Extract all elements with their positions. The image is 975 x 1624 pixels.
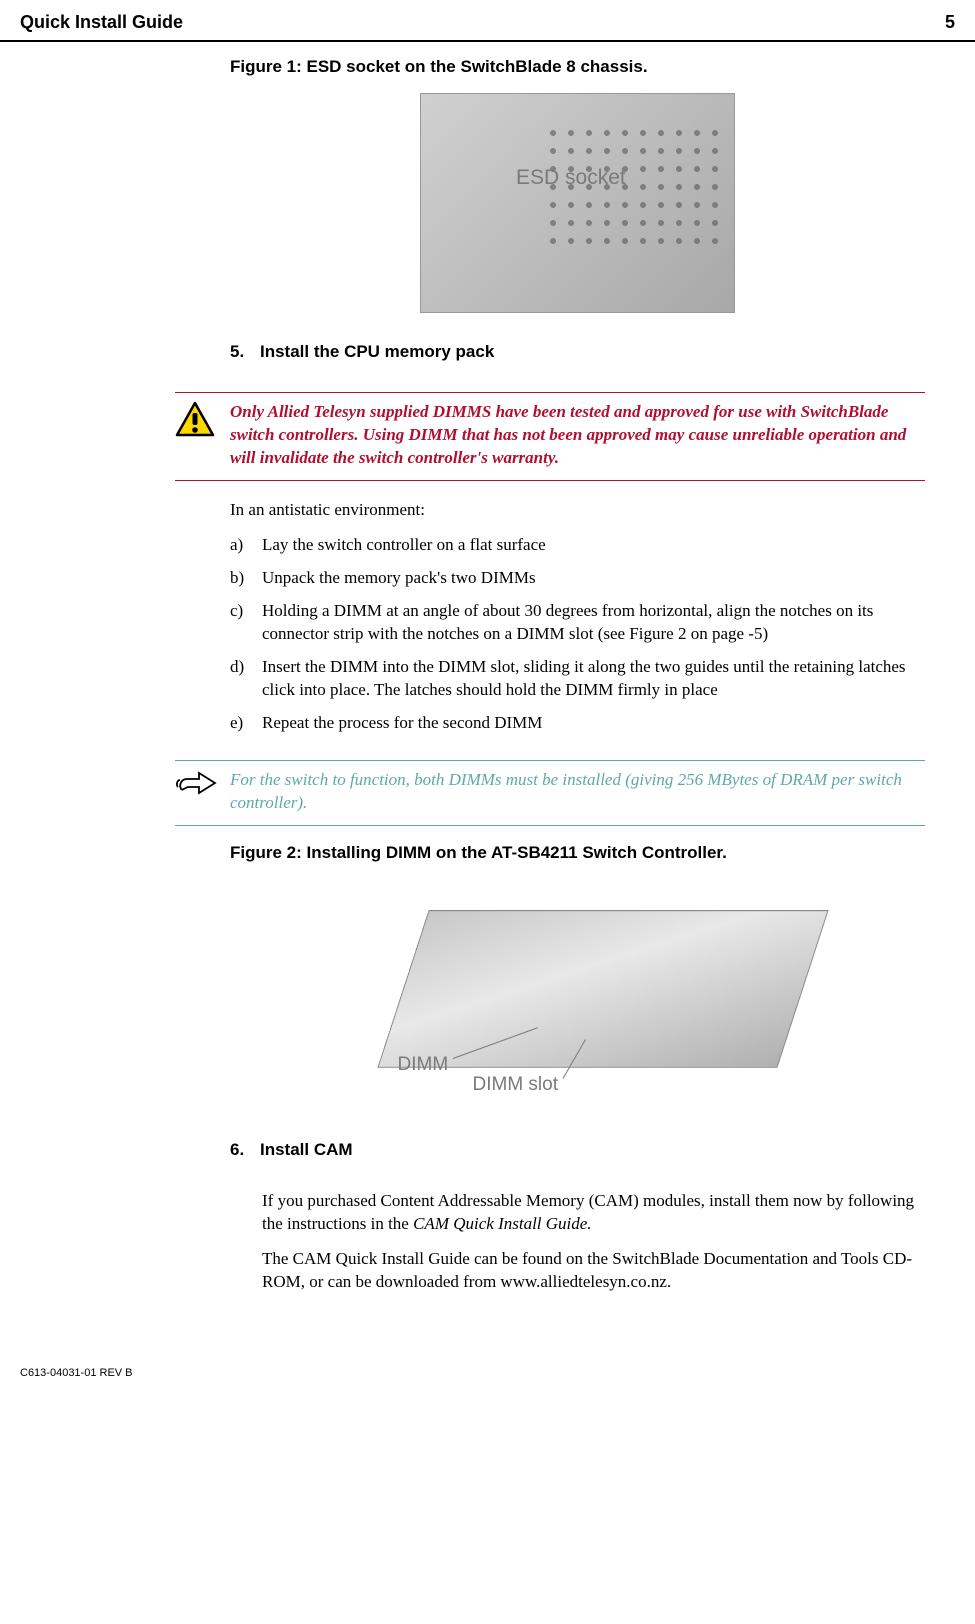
pointer-icon (175, 769, 220, 815)
figure-2: DIMM DIMM slot (230, 879, 925, 1109)
list-marker-a: a) (230, 534, 262, 557)
step-5-number: 5. (230, 341, 260, 364)
list-marker-c: c) (230, 600, 262, 646)
figure-1-image: ESD socket (420, 93, 735, 313)
note-text: For the switch to function, both DIMMs m… (230, 769, 925, 815)
list-marker-e: e) (230, 712, 262, 735)
page-content: Figure 1: ESD socket on the SwitchBlade … (0, 42, 975, 1326)
figure-1-caption: Figure 1: ESD socket on the SwitchBlade … (230, 56, 925, 79)
doc-title: Quick Install Guide (20, 10, 183, 34)
install-steps-list: a)Lay the switch controller on a flat su… (230, 534, 925, 735)
list-marker-b: b) (230, 567, 262, 590)
list-item: b)Unpack the memory pack's two DIMMs (230, 567, 925, 590)
figure-1: ESD socket (230, 93, 925, 313)
list-text-a: Lay the switch controller on a flat surf… (262, 534, 925, 557)
step-6-heading: 6.Install CAM (230, 1139, 925, 1162)
step-6-title: Install CAM (260, 1140, 353, 1159)
step-6-number: 6. (230, 1139, 260, 1162)
list-item: c)Holding a DIMM at an angle of about 30… (230, 600, 925, 646)
list-text-c: Holding a DIMM at an angle of about 30 d… (262, 600, 925, 646)
note-callout: For the switch to function, both DIMMs m… (175, 760, 925, 826)
step-5-title: Install the CPU memory pack (260, 342, 494, 361)
list-text-d: Insert the DIMM into the DIMM slot, slid… (262, 656, 925, 702)
step-5-heading: 5.Install the CPU memory pack (230, 341, 925, 364)
step-6-p2: The CAM Quick Install Guide can be found… (262, 1248, 925, 1294)
page-footer: C613-04031-01 REV B (0, 1326, 975, 1391)
list-item: e)Repeat the process for the second DIMM (230, 712, 925, 735)
list-item: a)Lay the switch controller on a flat su… (230, 534, 925, 557)
figure-2-image: DIMM DIMM slot (343, 879, 813, 1109)
figure-2-caption: Figure 2: Installing DIMM on the AT-SB42… (230, 842, 925, 865)
list-text-e: Repeat the process for the second DIMM (262, 712, 925, 735)
warning-icon (175, 401, 220, 470)
intro-text: In an antistatic environment: (230, 499, 925, 522)
warning-callout: Only Allied Telesyn supplied DIMMS have … (175, 392, 925, 481)
esd-socket-label: ESD socket (516, 164, 626, 192)
list-text-b: Unpack the memory pack's two DIMMs (262, 567, 925, 590)
list-item: d)Insert the DIMM into the DIMM slot, sl… (230, 656, 925, 702)
step-6-p1: If you purchased Content Addressable Mem… (262, 1190, 925, 1236)
step-6-p1b: CAM Quick Install Guide. (413, 1214, 591, 1233)
warning-text: Only Allied Telesyn supplied DIMMS have … (230, 401, 925, 470)
list-marker-d: d) (230, 656, 262, 702)
page-number: 5 (945, 10, 955, 34)
page-header: Quick Install Guide 5 (0, 0, 975, 42)
dimm-label: DIMM (398, 1052, 449, 1078)
dimm-slot-label: DIMM slot (473, 1072, 559, 1098)
doc-reference: C613-04031-01 REV B (20, 1367, 133, 1379)
